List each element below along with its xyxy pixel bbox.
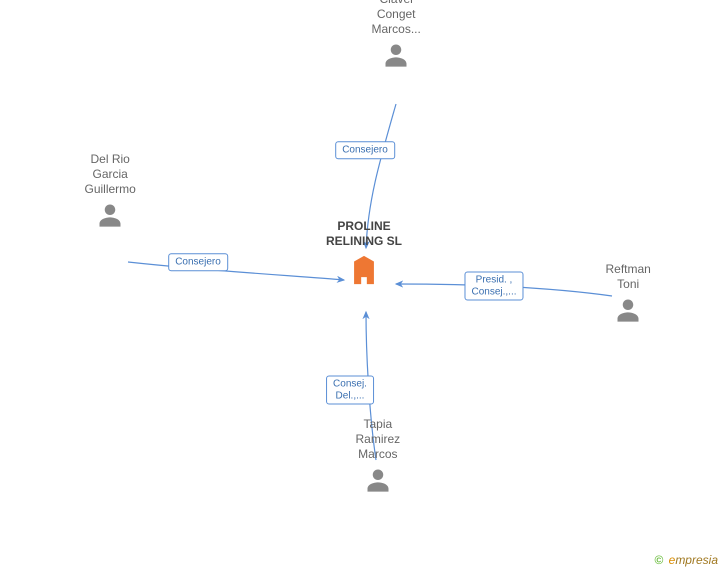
- node-label: Clavel Conget Marcos...: [372, 0, 421, 37]
- person-node[interactable]: Del Rio Garcia Guillermo: [85, 152, 136, 229]
- person-node[interactable]: Reftman Toni: [606, 262, 651, 324]
- person-icon: [382, 41, 410, 69]
- edge-label: Presid. , Consej.,...: [464, 272, 523, 301]
- watermark: © empresia: [654, 553, 718, 567]
- edge-path: [128, 262, 344, 280]
- person-icon: [96, 201, 124, 229]
- node-label: PROLINE RELINING SL: [326, 219, 402, 249]
- node-label: Tapia Ramirez Marcos: [356, 417, 401, 462]
- copyright-symbol: ©: [654, 553, 663, 567]
- diagram-canvas: © empresia Consejero Consejero Presid. , C…: [0, 0, 728, 575]
- edge-label: Consej. Del.,...: [326, 376, 374, 405]
- person-icon: [364, 466, 392, 494]
- node-label: Del Rio Garcia Guillermo: [85, 152, 136, 197]
- company-node[interactable]: PROLINE RELINING SL: [326, 219, 402, 287]
- node-label: Reftman Toni: [606, 262, 651, 292]
- person-node[interactable]: Clavel Conget Marcos...: [372, 0, 421, 69]
- watermark-rest: mpresia: [675, 553, 718, 567]
- edge-label: Consejero: [168, 253, 228, 271]
- person-node[interactable]: Tapia Ramirez Marcos: [356, 417, 401, 494]
- person-icon: [614, 296, 642, 324]
- building-icon: [347, 253, 381, 287]
- edge-label: Consejero: [335, 141, 395, 159]
